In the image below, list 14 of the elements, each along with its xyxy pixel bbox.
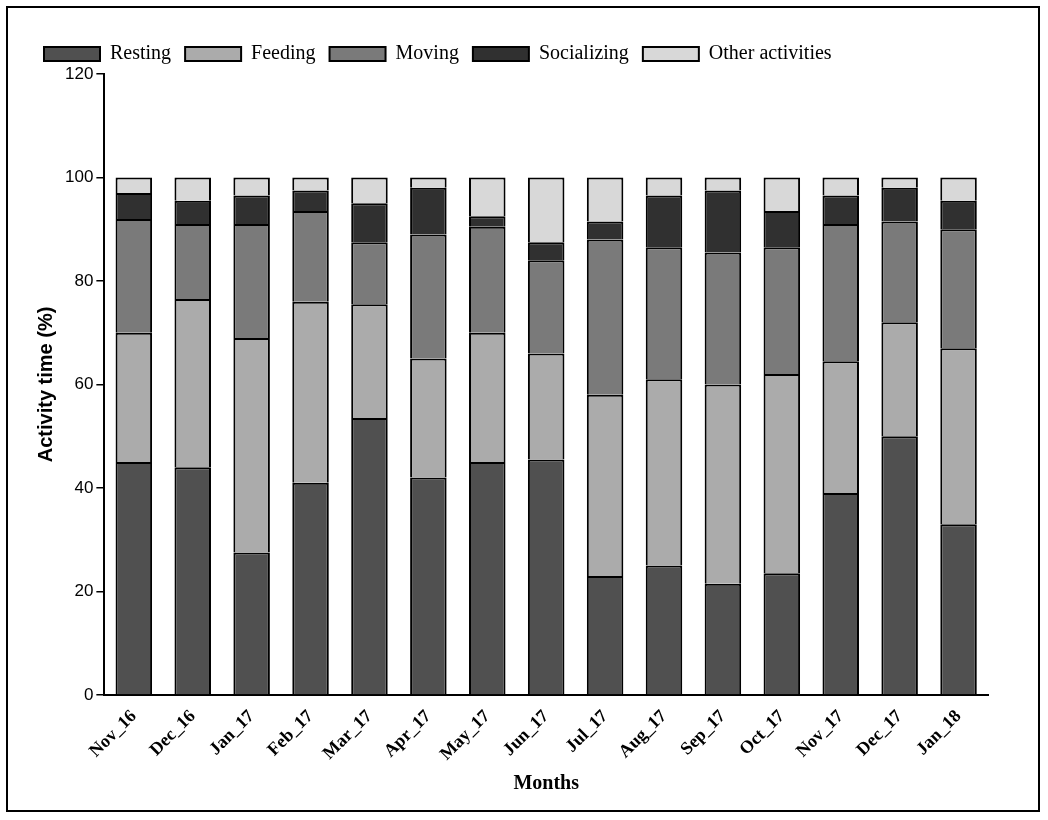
y-axis-title: Activity time (%) (33, 306, 56, 463)
y-tick-label: 0 (83, 684, 94, 704)
x-axis-title: Months (513, 771, 580, 794)
legend-label: Moving (395, 41, 459, 65)
y-tick-label: 80 (74, 270, 94, 290)
y-tick-label: 20 (74, 581, 94, 601)
legend-label: Other activities (708, 41, 832, 64)
legend-label: Feeding (251, 41, 316, 65)
y-tick-label: 120 (64, 63, 94, 83)
legend-label: Resting (110, 41, 172, 65)
y-tick-label: 60 (74, 374, 94, 394)
legend-label: Socializing (538, 41, 629, 65)
y-tick-label: 100 (64, 167, 94, 187)
y-tick-label: 40 (74, 477, 94, 497)
